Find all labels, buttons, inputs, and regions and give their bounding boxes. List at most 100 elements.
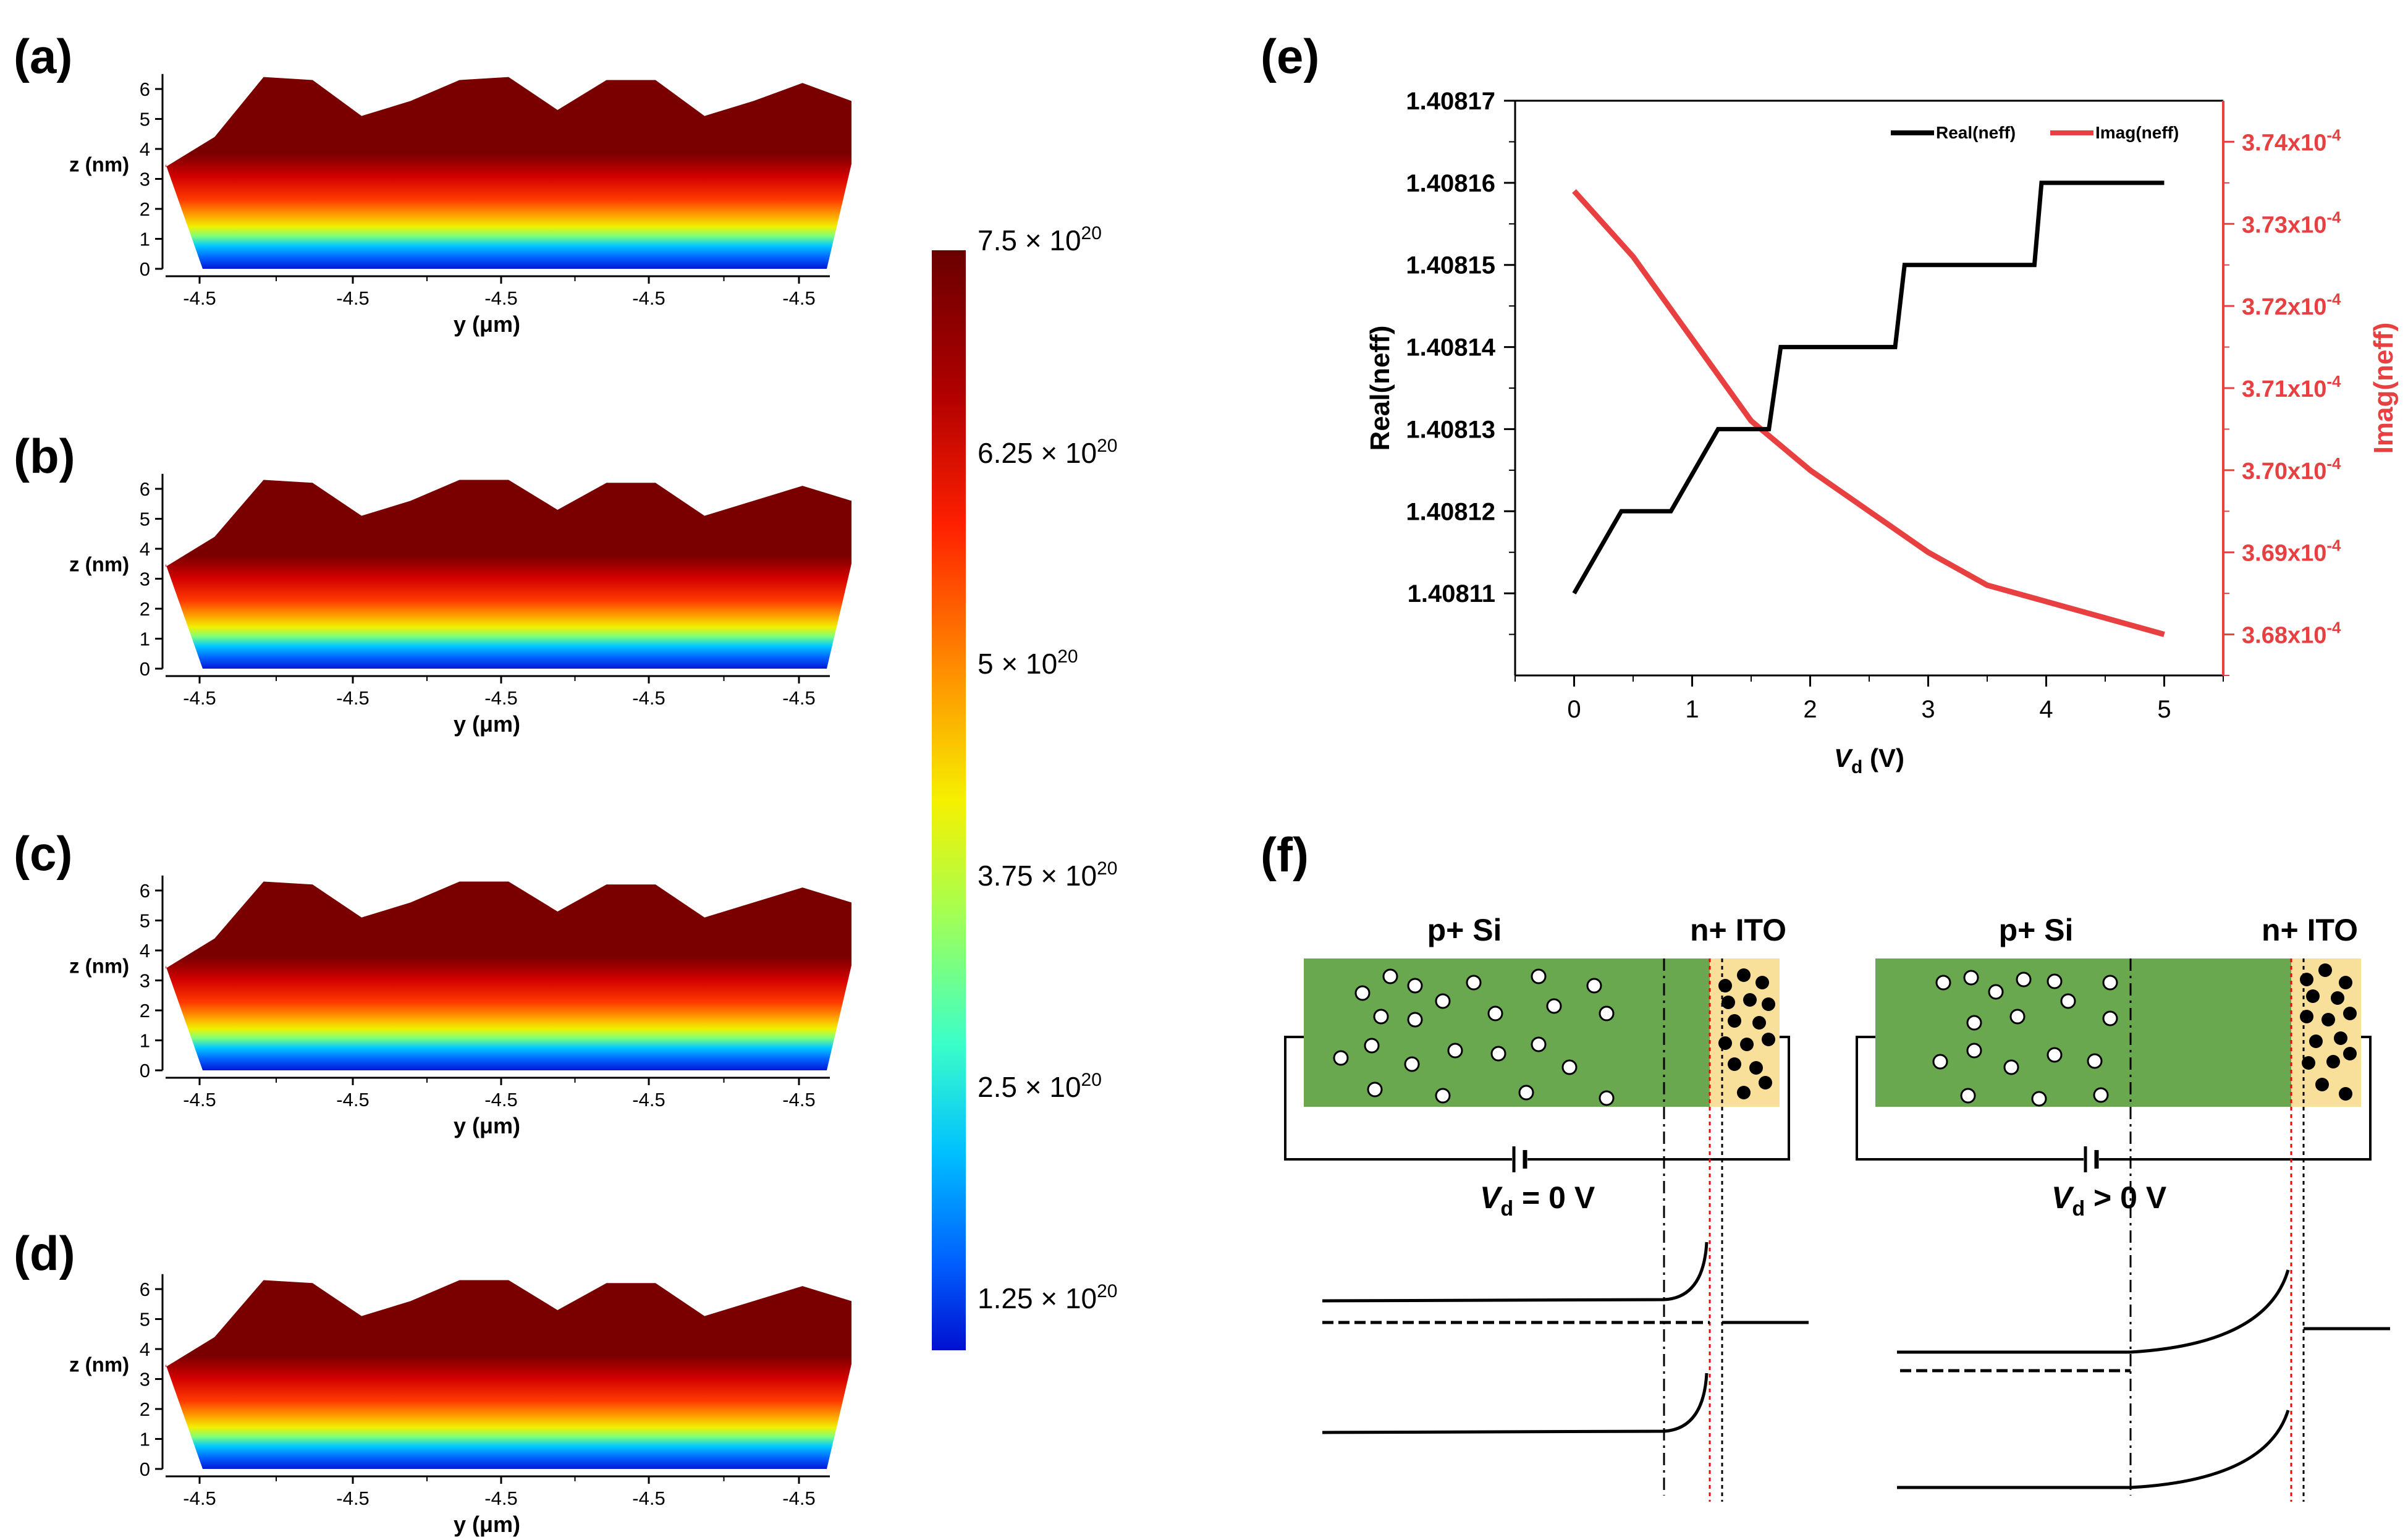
z-axis-title: z (nm) [69,1353,129,1376]
circuit-wire-right [2099,1036,2372,1161]
conduction-band [1322,1373,1709,1434]
hole-carrier [1966,1015,1982,1031]
surface-fill [166,881,851,1070]
electron-carrier [1755,976,1769,989]
y-tick-label: 1.40814 [1406,334,1495,362]
hole-carrier [2093,1087,2109,1103]
hole-carrier [2009,1009,2026,1025]
hole-carrier [1935,975,1951,991]
z-tick-label: 3 [140,1369,150,1390]
electron-carrier [1743,993,1757,1007]
hole-carrier [1531,968,1547,984]
z-tick-label: 4 [140,1339,150,1360]
electron-carrier [2339,976,2352,989]
z-tick-label: 0 [140,258,150,280]
panel-label-e: (e) [1261,29,1319,83]
hole-carrier [2102,1010,2118,1026]
hole-carrier [1382,968,1398,984]
z-tick-label: 3 [140,169,150,190]
y-tick-label: -4.5 [183,687,216,709]
electron-carrier [1762,997,1775,1011]
y-tick-label: 1.40816 [1406,170,1495,197]
z-tick-label: 5 [140,1309,150,1331]
hole-carrier [2003,1059,2019,1075]
y-tick-label: -4.5 [336,1487,369,1509]
y-tick-label: -4.5 [782,1089,815,1111]
hole-carrier [1435,993,1451,1009]
panel-label-c: (c) [14,826,72,881]
colorbar-label: 3.75 × 1020 [978,858,1118,892]
surface-fill [166,480,851,669]
electron-carrier [2326,1055,2340,1068]
y2-tick-label: 3.70x10-4 [2242,454,2341,484]
colorbar-label: 7.5 × 1020 [978,223,1102,256]
z-tick-label: 4 [140,940,150,962]
hole-carrier [1435,1088,1451,1104]
z-tick-label: 3 [140,569,150,590]
y-tick-label: 1.40817 [1406,88,1495,115]
electron-carrier [1737,968,1751,982]
z-tick-label: 6 [140,1279,150,1300]
hole-carrier [1404,1056,1420,1072]
hole-carrier [1333,1050,1349,1066]
colorbar: 7.5 × 1020 6.25 × 1020 5 × 1020 3.75 × 1020… [932,223,1118,1350]
z-tick-label: 6 [140,478,150,500]
hole-carrier [1960,1088,1976,1104]
electron-carrier [2306,989,2320,1003]
legend-label-imag: Imag(neff) [2095,123,2179,142]
y-axis-title: y (μm) [454,1512,520,1537]
electron-carrier [2343,1047,2357,1060]
circuit-wire-left [1284,1036,1512,1161]
hole-carrier [1963,970,1979,986]
hole-carrier [1586,978,1602,994]
x-tick-label: 0 [1567,696,1581,723]
p-si-region [1304,958,1710,1107]
hole-carrier [1407,1012,1423,1028]
y-tick-label: -4.5 [632,687,665,709]
x-tick-label: 1 [1685,696,1699,723]
colorbar-labels: 7.5 × 1020 6.25 × 1020 5 × 1020 3.75 × 1020… [978,223,1118,1314]
valence-band [1897,1269,2290,1354]
y-tick-label: -4.5 [782,1487,815,1509]
hole-carrier [1966,1043,1982,1059]
y2-axis-title: Imag(neff) [2368,323,2399,454]
z-tick-label: 2 [140,1000,150,1022]
hole-carrier [1367,1081,1383,1098]
series-imag-line [1572,189,2165,637]
hole-carrier [1466,975,1482,991]
hole-carrier [1599,1005,1615,1022]
z-tick-label: 6 [140,78,150,100]
y-tick-label: -4.5 [484,1089,517,1111]
y-tick-label: -4.5 [183,287,216,309]
surface-plot-d: 0 1 2 3 4 5 6 z (nm) -4.5 -4.5 -4.5 -4.5 -4.5 y (μm) [69,1274,851,1537]
electron-carrier [2309,1034,2323,1048]
colorbar-label: 6.25 × 1020 [978,436,1118,469]
z-tick-label: 1 [140,628,150,650]
electron-carrier [2300,973,2313,986]
hole-carrier [2060,993,2076,1009]
z-tick-label: 6 [140,880,150,902]
y-tick-label: -4.5 [632,1487,665,1509]
hole-carrier [2047,1047,2063,1063]
x-tick-label: 2 [1803,696,1817,723]
z-tick-label: 1 [140,1030,150,1052]
p-si-label: p+ Si [1999,913,2074,947]
electron-carrier [2321,1013,2335,1026]
hole-carrier [2016,971,2032,988]
y2-tick-label: 3.69x10-4 [2242,536,2341,567]
electron-carrier [2318,963,2332,977]
hole-carrier [2087,1053,2103,1069]
y-axis-title: y (μm) [454,311,520,337]
panel-label-d: (d) [14,1226,75,1280]
z-tick-label: 4 [140,538,150,560]
electron-carrier [2334,1031,2347,1045]
y2-tick-label: 3.72x10-4 [2242,290,2341,320]
band-diagram-f: p+ Si n+ ITO Vd = 0 V p+ Si n+ ITO Vd > 0 V [1284,913,2390,1502]
y-tick-label: 1.40812 [1406,498,1495,525]
hole-carrier [1487,1005,1503,1022]
y2-tick-label: 3.73x10-4 [2242,208,2341,238]
circuit-wire-left [1856,1036,2084,1161]
y-tick-label: -4.5 [484,1487,517,1509]
